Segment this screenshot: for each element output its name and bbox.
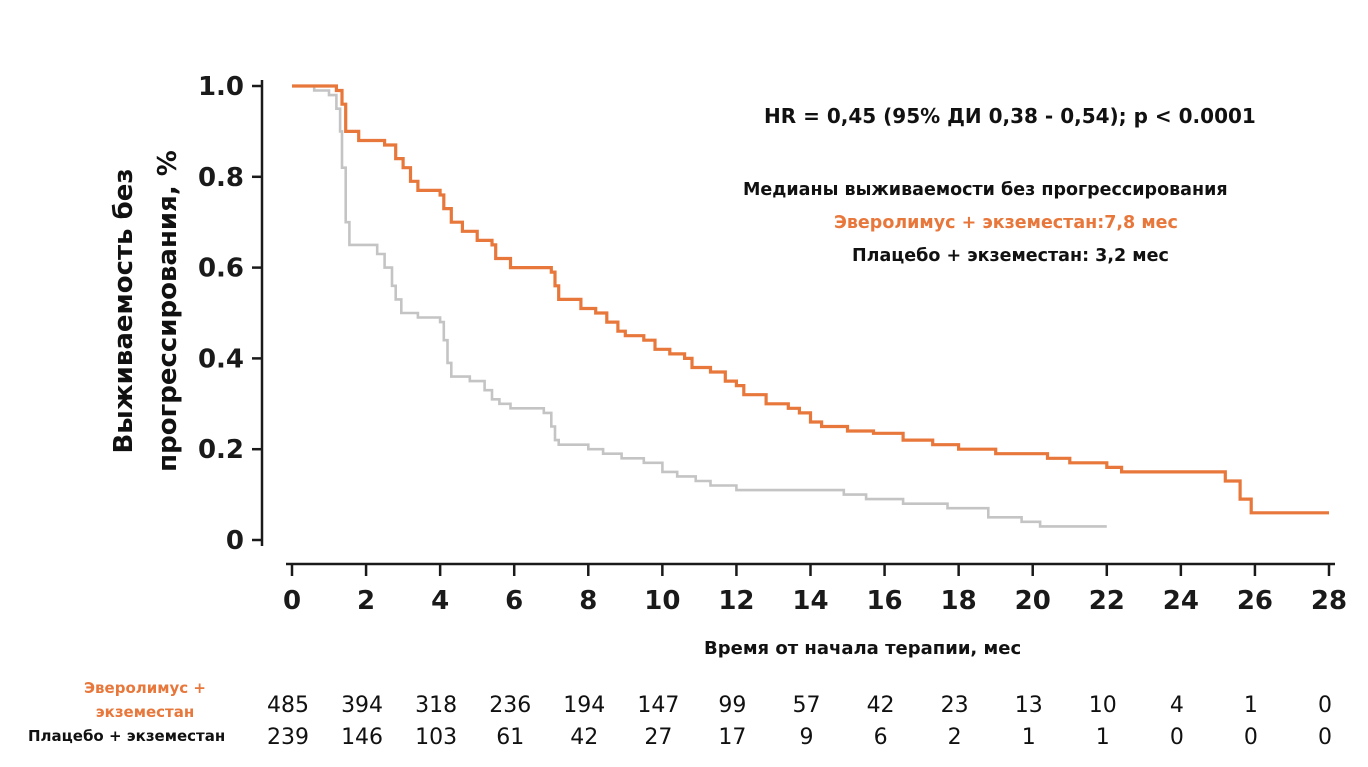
risk-count-placebo: 1 xyxy=(1022,725,1036,750)
x-tick-label: 10 xyxy=(644,586,680,616)
x-tick-label: 20 xyxy=(1015,586,1051,616)
x-tick-label: 2 xyxy=(357,586,375,616)
risk-count-everolimus: 0 xyxy=(1318,693,1332,718)
chart-series xyxy=(292,84,1329,528)
x-tick-label: 4 xyxy=(431,586,449,616)
risk-count-everolimus: 1 xyxy=(1244,693,1258,718)
x-tick-label: 18 xyxy=(941,586,977,616)
risk-count-everolimus: 42 xyxy=(867,693,895,718)
risk-count-placebo: 27 xyxy=(644,725,672,750)
median-title: Медианы выживаемости без прогрессировани… xyxy=(743,180,1228,200)
chart-axes: 00.20.40.60.81.00 2 4 6 8 10 12 14 16 18 20 22 24 26 2… xyxy=(198,72,1347,616)
y-tick-label: 0.6 xyxy=(198,254,244,284)
risk-count-everolimus: 10 xyxy=(1089,693,1117,718)
median-placebo: Плацебо + экземестан: 3,2 мес xyxy=(852,246,1169,266)
x-tick-label: 14 xyxy=(792,586,828,616)
y-axis-label-group: Выживаемость без прогрессирования, % xyxy=(109,150,183,472)
y-tick-label: 1.0 xyxy=(198,72,244,102)
series-line-placebo xyxy=(292,84,1107,528)
risk-count-placebo: 9 xyxy=(800,725,814,750)
x-tick-label: 8 xyxy=(579,586,597,616)
x-tick-label: 0 xyxy=(283,586,301,616)
y-tick-label: 0.2 xyxy=(198,435,244,465)
y-tick-label: 0.8 xyxy=(198,163,244,193)
x-tick-label: 16 xyxy=(866,586,902,616)
x-tick-label: 24 xyxy=(1163,586,1199,616)
risk-count-placebo: 239 xyxy=(267,725,309,750)
y-axis-label-line-2: прогрессирования, % xyxy=(153,150,183,472)
median-everolimus: Эверолимус + экземестан:7,8 мес xyxy=(834,213,1178,233)
x-tick-label: 26 xyxy=(1237,586,1273,616)
risk-count-everolimus: 13 xyxy=(1015,693,1043,718)
risk-count-everolimus: 147 xyxy=(637,693,679,718)
risk-count-placebo: 2 xyxy=(948,725,962,750)
y-tick-label: 0 xyxy=(226,526,244,556)
risk-count-everolimus: 485 xyxy=(267,693,309,718)
risk-count-placebo: 103 xyxy=(415,725,457,750)
risk-count-everolimus: 236 xyxy=(489,693,531,718)
risk-count-everolimus: 4 xyxy=(1170,693,1184,718)
risk-count-placebo: 146 xyxy=(341,725,383,750)
risk-count-everolimus: 57 xyxy=(793,693,821,718)
hazard-ratio-text: HR = 0,45 (95% ДИ 0,38 - 0,54); p < 0.00… xyxy=(764,104,1256,128)
risk-label-everolimus: Эверолимус + экземестан xyxy=(84,679,206,721)
risk-count-everolimus: 194 xyxy=(563,693,605,718)
x-tick-label: 28 xyxy=(1311,586,1347,616)
x-axis-label: Время от начала терапии, мес xyxy=(704,638,1022,659)
risk-count-placebo: 0 xyxy=(1170,725,1184,750)
risk-count-placebo: 61 xyxy=(496,725,524,750)
risk-count-everolimus: 394 xyxy=(341,693,383,718)
risk-count-placebo: 0 xyxy=(1318,725,1332,750)
risk-count-placebo: 42 xyxy=(570,725,598,750)
risk-count-placebo: 1 xyxy=(1096,725,1110,750)
risk-count-placebo: 17 xyxy=(718,725,746,750)
risk-count-everolimus: 23 xyxy=(941,693,969,718)
risk-count-everolimus: 99 xyxy=(718,693,746,718)
y-axis-label-line-1: Выживаемость без xyxy=(109,168,139,453)
x-tick-label: 6 xyxy=(505,586,523,616)
risk-count-everolimus: 318 xyxy=(415,693,457,718)
risk-count-placebo: 6 xyxy=(874,725,888,750)
x-tick-label: 22 xyxy=(1089,586,1125,616)
risk-count-placebo: 0 xyxy=(1244,725,1258,750)
x-tick-label: 12 xyxy=(718,586,754,616)
risk-label-placebo: Плацебо + экземестан xyxy=(28,727,226,745)
y-tick-label: 0.4 xyxy=(198,344,244,374)
series-line-everolimus xyxy=(292,84,1329,515)
